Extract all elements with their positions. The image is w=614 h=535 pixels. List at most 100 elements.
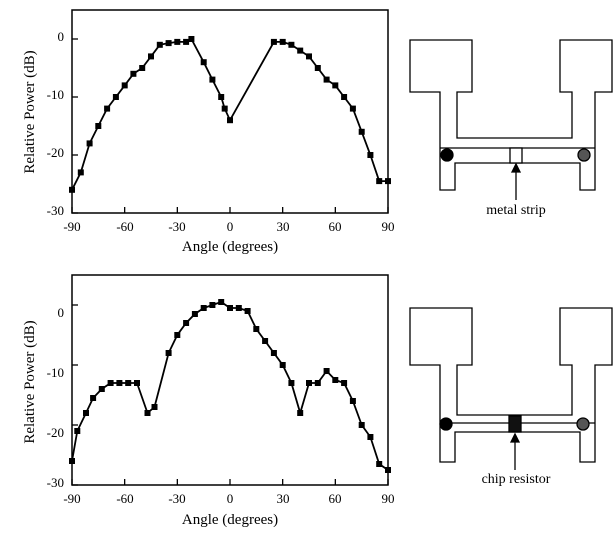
x-tick-labels: -90 -60 -30 0 30 60 90 <box>63 491 394 506</box>
data-point <box>112 94 119 100</box>
antenna-diagram-bottom <box>409 307 613 470</box>
data-point <box>134 380 140 386</box>
data-point <box>165 350 172 356</box>
x-tick-label: 30 <box>277 219 290 234</box>
antenna-diagram-top <box>409 39 613 200</box>
data-point <box>297 47 304 54</box>
data-point <box>341 380 348 386</box>
data-point <box>332 377 339 383</box>
x-tick-label: -60 <box>116 219 133 234</box>
tick-marks <box>71 304 389 486</box>
data-point <box>209 302 216 308</box>
x-tick-label: 30 <box>277 491 290 506</box>
feed-point-left <box>440 148 454 162</box>
y-tick-labels: 0 -10 -20 -30 <box>47 29 64 218</box>
data-point <box>341 94 348 100</box>
chart-top: 0 -10 -20 -30 -90 -60 -30 0 30 60 90 Ang… <box>22 9 395 255</box>
y-axis-title: Relative Power (dB) <box>22 50 38 173</box>
series-marks <box>69 36 391 193</box>
y-tick-label: -20 <box>47 145 64 160</box>
data-point <box>183 320 190 326</box>
data-point <box>367 434 374 440</box>
chart-bottom: 0 -10 -20 -30 -90 -60 -30 0 30 60 90 Ang… <box>22 274 395 528</box>
data-point <box>332 82 339 89</box>
data-point <box>288 41 295 48</box>
data-point <box>174 38 181 45</box>
data-point <box>174 332 181 338</box>
x-tick-label: 60 <box>329 491 342 506</box>
data-point <box>358 128 365 135</box>
x-axis-title: Angle (degrees) <box>182 239 278 255</box>
data-point <box>358 422 365 428</box>
y-tick-label: -20 <box>47 425 64 440</box>
data-point <box>90 395 97 401</box>
y-axis-title: Relative Power (dB) <box>22 320 38 443</box>
x-tick-label: 90 <box>382 219 395 234</box>
data-point <box>86 140 93 147</box>
data-point <box>77 169 84 176</box>
data-point <box>116 380 123 386</box>
feed-point-right <box>576 417 590 431</box>
data-point <box>130 70 137 77</box>
data-point <box>253 326 260 332</box>
y-tick-label: -10 <box>47 87 64 102</box>
data-point <box>279 38 286 45</box>
data-point <box>121 82 128 89</box>
data-point <box>314 380 321 386</box>
feed-point-left <box>439 417 453 431</box>
data-point <box>151 404 158 410</box>
series-marks <box>69 299 391 473</box>
data-point <box>376 461 383 467</box>
x-tick-label: 60 <box>329 219 342 234</box>
antenna-outline <box>409 307 613 463</box>
data-point <box>227 117 233 124</box>
data-point <box>262 338 269 344</box>
chip-resistor-label: chip resistor <box>482 472 551 487</box>
y-tick-label: -30 <box>47 203 64 218</box>
x-tick-label: 0 <box>227 219 234 234</box>
data-point <box>314 65 321 71</box>
metal-strip <box>509 147 523 164</box>
x-tick-label: -30 <box>168 491 185 506</box>
data-point <box>323 76 330 83</box>
data-point <box>200 59 207 66</box>
data-point <box>385 467 391 473</box>
data-point <box>139 65 146 71</box>
x-tick-label: -30 <box>168 219 185 234</box>
data-point <box>349 105 356 112</box>
data-point <box>188 36 195 42</box>
data-point <box>95 123 102 129</box>
data-point <box>288 380 295 386</box>
data-point <box>367 152 374 158</box>
data-point <box>221 105 228 112</box>
data-point <box>306 53 312 60</box>
data-point <box>297 410 304 416</box>
data-point <box>69 186 75 193</box>
plot-frame <box>71 9 389 214</box>
data-point <box>270 350 277 356</box>
data-point <box>349 398 356 404</box>
y-tick-label: 0 <box>58 29 65 44</box>
data-point <box>74 428 81 434</box>
metal-strip-label: metal strip <box>486 203 546 218</box>
data-point <box>244 308 251 314</box>
data-point <box>376 178 383 185</box>
data-point <box>156 41 163 48</box>
data-point <box>148 53 154 60</box>
x-tick-label: -90 <box>63 219 80 234</box>
data-point <box>165 40 172 47</box>
y-tick-labels: 0 -10 -20 -30 <box>47 305 64 490</box>
data-point <box>83 410 89 416</box>
x-axis-title: Angle (degrees) <box>182 512 278 528</box>
y-tick-label: -10 <box>47 365 64 380</box>
data-point <box>227 305 233 311</box>
data-point <box>107 380 114 386</box>
data-point <box>125 380 132 386</box>
y-tick-label: 0 <box>58 305 65 320</box>
data-point <box>98 386 105 392</box>
x-tick-label: -90 <box>63 491 80 506</box>
data-point <box>218 299 225 305</box>
data-point <box>279 362 286 368</box>
x-tick-labels: -90 -60 -30 0 30 60 90 <box>63 219 394 234</box>
